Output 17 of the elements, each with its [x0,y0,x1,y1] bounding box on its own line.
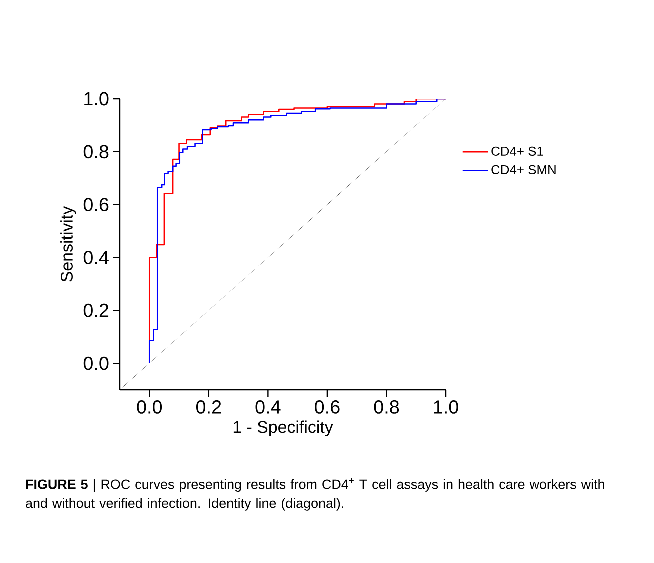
x-tick-label: 1.0 [434,400,458,414]
y-tick-label: 0.0 [84,356,109,370]
y-tick-label: 0.6 [84,198,109,212]
y-axis-title: Sensitivity [60,206,76,282]
x-tick-label: 0.8 [374,400,400,414]
text: FIGURE 5 | ROC curves presenting results from CD4$^{+}$ T cell assays in health care workers with and without verified infection. Identity line (diagonal). [26,478,604,511]
x-tick-label: 0.0 [137,400,162,414]
y-tick-label: 0.8 [84,145,109,159]
y-tick-label: 1.0 [84,92,109,106]
legend-label: CD4+ SMN [492,165,556,175]
y-tick-label: 0.2 [84,304,109,318]
x-tick-label: 0.2 [196,400,222,414]
x-tick-label: 0.6 [315,400,340,414]
x-tick-label: 0.4 [256,400,281,414]
legend-label: CD4+ S1 [492,146,544,156]
y-tick-label: 0.4 [84,251,109,264]
x-axis-title: 1 - Specificity [234,420,334,437]
